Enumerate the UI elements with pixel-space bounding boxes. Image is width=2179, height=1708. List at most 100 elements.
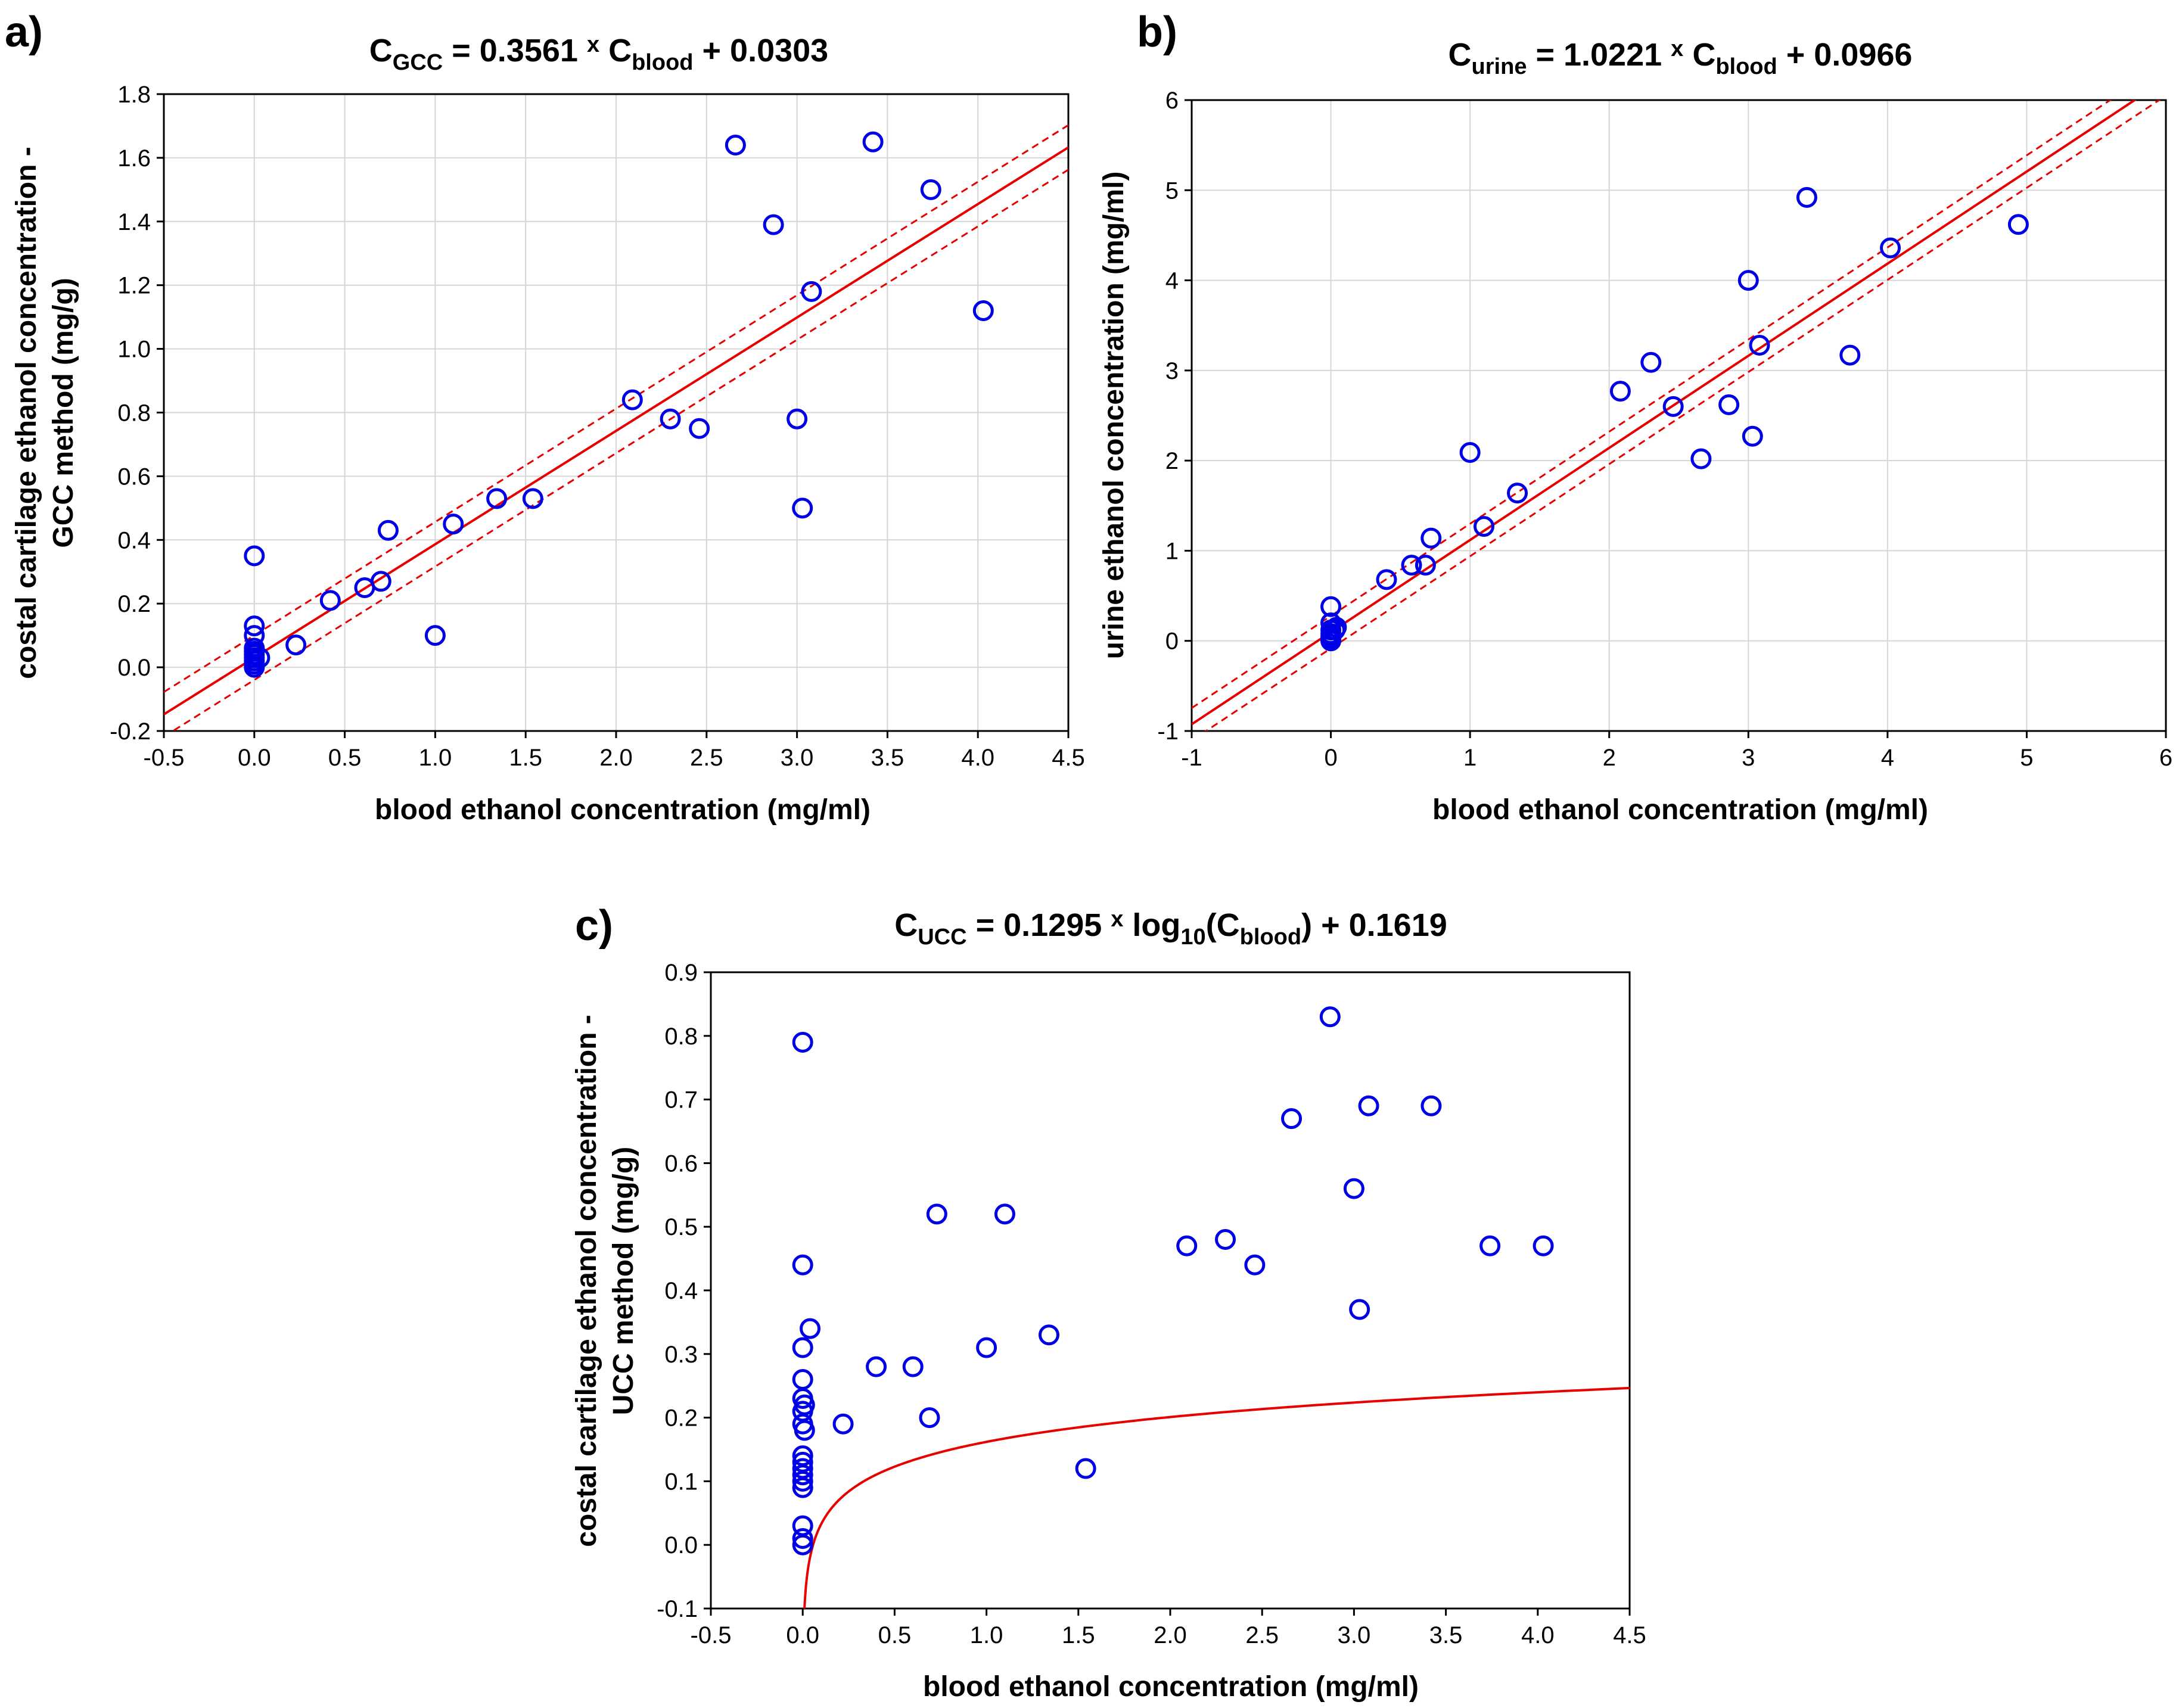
data-point — [244, 615, 265, 637]
title-lhs-sub: UCC — [918, 925, 966, 950]
data-point — [1376, 569, 1397, 590]
x-tick-label: 2.5 — [690, 745, 723, 771]
data-point — [792, 497, 813, 519]
x-tick-label: 5 — [2020, 745, 2033, 771]
y-tick-label: 0 — [1165, 629, 1179, 655]
x-tick-label: 4.5 — [1052, 745, 1085, 771]
title-eq: = 0.1295 — [967, 907, 1111, 943]
x-tick-label: 0.5 — [328, 745, 362, 771]
data-point — [377, 519, 399, 541]
data-point — [976, 1337, 997, 1358]
regression-line — [164, 146, 1068, 715]
title-rhs-sub: blood — [1715, 54, 1777, 79]
title-rhs: C — [1683, 37, 1715, 73]
data-point — [1343, 1178, 1364, 1199]
data-point — [1319, 1006, 1341, 1028]
data-point — [1349, 1299, 1370, 1320]
title-rhs: log — [1123, 907, 1180, 943]
y-tick-label: 1.4 — [117, 209, 151, 235]
title-times: x — [587, 32, 599, 57]
panel-label: c) — [575, 902, 613, 950]
data-point — [249, 647, 271, 668]
data-point — [1420, 527, 1442, 549]
x-tick-label: 2.5 — [1245, 1622, 1279, 1648]
data-point — [1401, 555, 1422, 576]
data-point — [792, 1254, 813, 1275]
data-point — [1742, 425, 1763, 447]
panel-label: b) — [1137, 8, 1177, 56]
data-point — [319, 590, 341, 611]
fit-group — [1192, 100, 2161, 731]
y-tick-label: -0.1 — [657, 1596, 698, 1622]
data-point — [792, 1464, 813, 1486]
data-point — [972, 300, 994, 321]
x-tick-label: -0.5 — [691, 1622, 732, 1648]
x-tick-label: 3.5 — [1429, 1622, 1463, 1648]
y-tick-label: 1 — [1165, 538, 1179, 564]
data-point — [1796, 186, 1817, 208]
data-point — [1320, 596, 1342, 617]
y-axis-label: costal cartilage ethanol concentration - — [571, 1015, 602, 1547]
y-axis-label: GCC method (mg/g) — [48, 278, 79, 547]
title-tail: + 0.0303 — [694, 33, 829, 69]
x-tick-label: 2.0 — [1154, 1622, 1187, 1648]
title-lhs-sub: GCC — [393, 50, 443, 75]
y-tick-label: 3 — [1165, 358, 1179, 384]
x-tick-label: -1 — [1181, 745, 1202, 771]
y-tick-label: 0.2 — [664, 1405, 698, 1432]
data-point — [1737, 270, 1759, 291]
y-tick-label: 1.6 — [117, 145, 151, 172]
x-tick-label: 6 — [2159, 745, 2172, 771]
x-tick-label: 3.5 — [871, 745, 904, 771]
data-point — [1749, 334, 1770, 356]
regression-curve — [803, 1386, 1630, 1609]
chart-title: Curine = 1.0221 x Cblood + 0.0966 — [1448, 36, 1913, 79]
x-axis-label: blood ethanol concentration (mg/ml) — [923, 1671, 1419, 1703]
x-tick-label: 1.5 — [1062, 1622, 1095, 1648]
chart-panel-b: -1 0 1 2 3 4 5 6 -1 0 1 2 3 4 5 6 b) Curine = 1.0221 x Cb… — [1098, 8, 2172, 826]
data-point — [1415, 555, 1436, 576]
title-lhs: C — [369, 33, 393, 69]
x-tick-label: 1.0 — [970, 1622, 1003, 1648]
y-tick-label: 6 — [1165, 88, 1179, 114]
data-point — [660, 408, 681, 430]
data-point — [920, 179, 941, 200]
data-point — [1075, 1458, 1096, 1479]
y-tick-label: -1 — [1157, 718, 1179, 745]
y-tick-label: 0.3 — [664, 1342, 698, 1368]
data-point — [1326, 617, 1347, 638]
y-tick-label: 0.8 — [664, 1023, 698, 1050]
y-tick-label: 0.4 — [664, 1278, 698, 1304]
data-point — [1215, 1229, 1236, 1250]
data-point — [792, 1031, 813, 1053]
x-tick-label: 1.0 — [419, 745, 452, 771]
y-tick-label: 0.9 — [664, 960, 698, 986]
y-tick-label: 0.2 — [117, 591, 151, 617]
data-point — [792, 1477, 813, 1498]
data-point — [1640, 351, 1662, 373]
title-rhs-sub: blood — [632, 50, 693, 75]
data-point — [1244, 1254, 1266, 1275]
plot-frame — [710, 971, 1631, 1610]
data-point — [725, 135, 746, 156]
x-tick-label: 1 — [1463, 745, 1477, 771]
data-point — [1459, 442, 1481, 463]
data-point — [1718, 394, 1740, 415]
fit-group — [803, 1386, 1630, 1609]
confidence-band-lower — [1204, 100, 2161, 731]
data-point — [926, 1203, 947, 1225]
x-tick-label: 4.5 — [1613, 1622, 1646, 1648]
confidence-band-upper — [1192, 100, 2112, 709]
x-tick-label: 0.0 — [238, 745, 271, 771]
data-point — [787, 408, 808, 430]
y-tick-label: 4 — [1165, 268, 1179, 294]
x-tick-label: 0.5 — [878, 1622, 912, 1648]
data-point — [1420, 1095, 1442, 1116]
data-point — [792, 1534, 813, 1555]
data-point — [1880, 237, 1901, 259]
y-axis-label: costal cartilage ethanol concentration - — [11, 147, 42, 679]
title-tail-sub: blood — [1240, 925, 1301, 950]
data-point — [1038, 1324, 1059, 1346]
y-tick-label: 1.8 — [117, 82, 151, 108]
